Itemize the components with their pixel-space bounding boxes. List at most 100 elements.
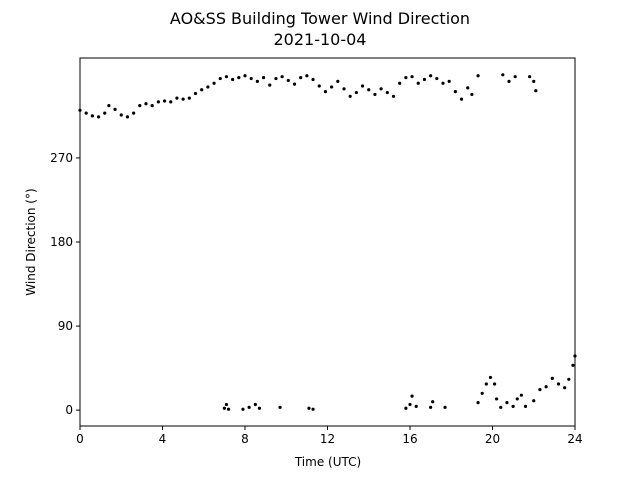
- point: [237, 76, 241, 80]
- x-tick-label: 20: [485, 432, 500, 446]
- point: [181, 97, 185, 101]
- point: [241, 407, 245, 411]
- point: [305, 74, 309, 78]
- point: [144, 102, 148, 106]
- point: [336, 79, 340, 83]
- point: [379, 87, 383, 91]
- point: [257, 406, 262, 410]
- point: [286, 78, 290, 83]
- point: [206, 85, 210, 89]
- point: [253, 402, 257, 407]
- point: [255, 79, 259, 83]
- point: [447, 79, 451, 83]
- point: [466, 86, 470, 90]
- point: [538, 387, 542, 392]
- point: [453, 90, 457, 94]
- point: [107, 104, 111, 108]
- point: [398, 81, 402, 85]
- point: [132, 111, 136, 115]
- point: [162, 99, 167, 103]
- point: [307, 406, 311, 410]
- point: [519, 393, 523, 397]
- point: [224, 75, 229, 79]
- point: [459, 97, 464, 101]
- point: [488, 375, 493, 380]
- point: [528, 75, 532, 79]
- point: [534, 89, 538, 93]
- y-axis-label: Wind Direction (°): [24, 188, 38, 295]
- point: [391, 94, 396, 98]
- point: [567, 377, 571, 381]
- x-tick-label: 16: [402, 432, 417, 446]
- point: [414, 404, 418, 408]
- point: [261, 76, 266, 80]
- x-tick-label: 8: [241, 432, 249, 446]
- point: [138, 104, 142, 108]
- y-tick-label: 180: [50, 235, 73, 249]
- point: [404, 76, 408, 80]
- point: [416, 81, 420, 85]
- point: [280, 75, 284, 79]
- point: [532, 79, 536, 83]
- point: [422, 77, 427, 82]
- point: [175, 96, 179, 100]
- point: [441, 81, 445, 85]
- point: [193, 91, 198, 96]
- point: [222, 406, 226, 410]
- point: [360, 84, 365, 88]
- chart-subtitle: 2021-10-04: [274, 30, 367, 49]
- point: [218, 76, 222, 81]
- point: [373, 92, 377, 97]
- point: [410, 75, 414, 79]
- point: [435, 76, 439, 81]
- point: [571, 363, 575, 367]
- point: [247, 405, 251, 409]
- point: [480, 391, 484, 395]
- point: [429, 74, 433, 78]
- point: [243, 74, 247, 78]
- point: [311, 77, 315, 82]
- point: [125, 115, 130, 119]
- point: [278, 405, 282, 409]
- point: [119, 113, 123, 117]
- y-tick-label: 270: [50, 151, 73, 165]
- point: [348, 94, 352, 98]
- point: [224, 402, 229, 407]
- x-tick-label: 12: [320, 432, 335, 446]
- point: [103, 111, 107, 115]
- point: [200, 88, 204, 92]
- x-tick-label: 24: [567, 432, 582, 446]
- point: [311, 407, 315, 411]
- x-axis-label: Time (UTC): [294, 455, 361, 469]
- point: [169, 100, 173, 104]
- point: [476, 401, 480, 405]
- point: [84, 111, 88, 115]
- x-tick-label: 4: [159, 432, 167, 446]
- point: [470, 92, 474, 97]
- point: [511, 404, 515, 408]
- point: [367, 88, 371, 92]
- point: [342, 87, 346, 91]
- point: [113, 107, 117, 111]
- axes-frame: [79, 57, 576, 427]
- point: [495, 397, 499, 401]
- point: [187, 96, 191, 100]
- point: [330, 85, 334, 89]
- point: [523, 404, 528, 408]
- point: [274, 76, 278, 81]
- point: [544, 385, 548, 389]
- point: [292, 82, 297, 86]
- point: [556, 382, 561, 386]
- point: [507, 79, 511, 83]
- point: [532, 399, 536, 403]
- plot-area: 0 4 8 12 16 20 24 0 90 180 270: [50, 73, 583, 446]
- point: [443, 405, 447, 409]
- point: [515, 397, 519, 401]
- point: [299, 76, 303, 80]
- y-tick-label: 90: [58, 319, 73, 333]
- point: [484, 382, 488, 386]
- point: [268, 83, 272, 87]
- point: [226, 407, 231, 411]
- x-tick-label: 0: [76, 432, 84, 446]
